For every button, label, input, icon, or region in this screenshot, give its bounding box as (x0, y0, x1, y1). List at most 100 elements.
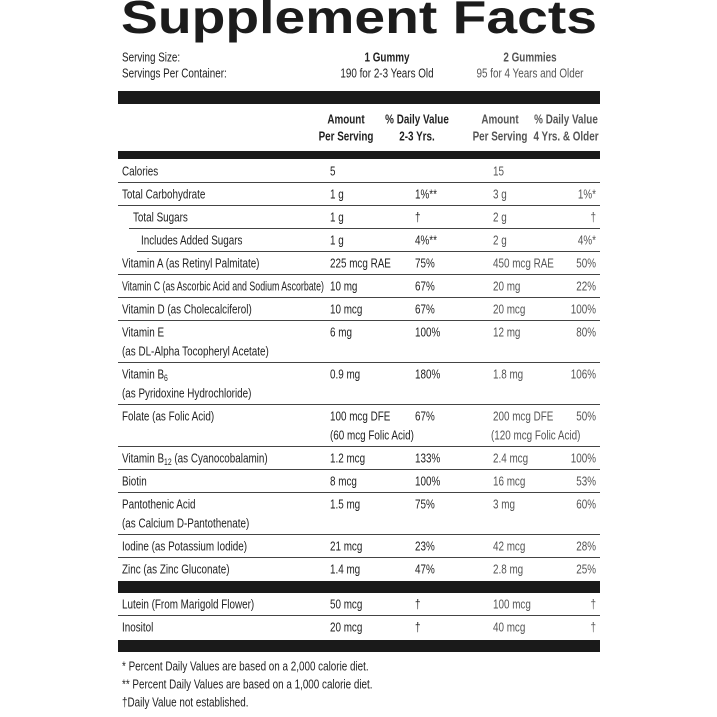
daily-value: 133% (415, 452, 440, 466)
daily-value: 1%* (578, 188, 597, 202)
column-header: 4 Yrs. & Older (533, 130, 599, 144)
nutrient-name: Vitamin B12 (as Cyanocobalamin) (122, 452, 268, 467)
amount: 1.5 mg (330, 498, 360, 512)
daily-value: 100% (415, 475, 440, 489)
daily-value: 28% (576, 540, 596, 554)
nutrient-source: (as Calcium D-Pantothenate) (122, 517, 249, 531)
daily-value: 100% (415, 326, 440, 340)
name-text: Folate (as Folic Acid) (122, 410, 214, 424)
nutrient-name: Pantothenic Acid (122, 498, 196, 512)
serving-label: Servings Per Container: (122, 67, 227, 81)
name-text: Zinc (as Zinc Gluconate) (122, 563, 230, 577)
name-text: Pantothenic Acid (122, 498, 196, 512)
daily-value: 4%** (415, 234, 437, 248)
nutrient-name: Vitamin E (122, 326, 164, 340)
column-header: % Daily Value (534, 113, 598, 127)
daily-value: 22% (576, 280, 596, 294)
amount: 12 mg (493, 326, 520, 340)
daily-value: 60% (576, 498, 596, 512)
amount: 2 g (493, 211, 507, 225)
amount: 21 mcg (330, 540, 362, 554)
daily-value: 50% (576, 257, 596, 271)
nutrient-name: Includes Added Sugars (141, 234, 243, 248)
amount: 1 g (330, 188, 344, 202)
name-text: Inositol (122, 621, 153, 635)
amount: 10 mg (330, 280, 357, 294)
column-header: Per Serving (319, 130, 374, 144)
amount-note: (120 mcg Folic Acid) (491, 429, 581, 443)
daily-value: 67% (415, 280, 435, 294)
name-text: Vitamin A (as Retinyl Palmitate) (122, 257, 260, 271)
thick-bar (118, 91, 600, 104)
nutrient-name: Vitamin D (as Cholecalciferol) (122, 303, 252, 317)
column-header: % Daily Value (385, 113, 449, 127)
name-text: Calories (122, 165, 158, 179)
serving-value: 190 for 2-3 Years Old (340, 67, 433, 81)
name-text: Biotin (122, 475, 147, 489)
name-text: Vitamin B (122, 452, 164, 466)
amount: 5 (330, 165, 335, 179)
nutrient-name: Vitamin A (as Retinyl Palmitate) (122, 257, 260, 271)
nutrient-name: Iodine (as Potassium Iodide) (122, 540, 247, 554)
name-subscript: 6 (164, 373, 168, 383)
amount: 8 mcg (330, 475, 357, 489)
amount: 50 mcg (330, 598, 362, 612)
amount: 200 mcg DFE (493, 410, 554, 424)
nutrient-name: Vitamin C (as Ascorbic Acid and Sodium A… (122, 280, 324, 294)
column-header: Amount (481, 113, 518, 127)
column-header: Amount (327, 113, 364, 127)
name-text: Total Carbohydrate (122, 188, 205, 202)
name-text: Vitamin E (122, 326, 164, 340)
nutrient-name: Vitamin B6 (122, 368, 168, 383)
amount: 42 mcg (493, 540, 525, 554)
nutrient-name: Calories (122, 165, 158, 179)
daily-value: 67% (415, 410, 435, 424)
nutrient-name: Inositol (122, 621, 153, 635)
name-text: Includes Added Sugars (141, 234, 243, 248)
daily-value: 47% (415, 563, 435, 577)
amount: 2 g (493, 234, 507, 248)
column-header: Per Serving (473, 130, 528, 144)
daily-value: 180% (415, 368, 440, 382)
daily-value: 23% (415, 540, 435, 554)
thick-bar (118, 640, 600, 652)
thick-bar (118, 581, 600, 593)
nutrient-name: Biotin (122, 475, 147, 489)
nutrient-name: Folate (as Folic Acid) (122, 410, 214, 424)
nutrient-source: (as DL-Alpha Tocopheryl Acetate) (122, 345, 269, 359)
nutrient-name: Lutein (From Marigold Flower) (122, 598, 254, 612)
daily-value: 106% (571, 368, 596, 382)
amount: 1 g (330, 234, 344, 248)
title: Supplement Facts (121, 0, 597, 43)
text-layer: Serving Size: 1 Gummy 2 Gummies Servings Pe… (122, 51, 599, 710)
name-subscript: 12 (164, 457, 172, 467)
amount: 100 mcg (493, 598, 531, 612)
amount: 15 (493, 165, 504, 179)
name-text: Total Sugars (133, 211, 188, 225)
amount: 225 mcg RAE (330, 257, 391, 271)
amount: 3 mg (493, 498, 515, 512)
amount: 10 mcg (330, 303, 362, 317)
amount: 2.4 mcg (493, 452, 528, 466)
name-suffix: (as Cyanocobalamin) (172, 452, 268, 466)
amount: 1.2 mcg (330, 452, 365, 466)
footnote: ** Percent Daily Values are based on a 1… (122, 678, 372, 692)
footnote: * Percent Daily Values are based on a 2,… (122, 660, 369, 674)
amount: 1.8 mg (493, 368, 523, 382)
daily-value: 100% (571, 452, 596, 466)
amount: 40 mcg (493, 621, 525, 635)
daily-value: 80% (576, 326, 596, 340)
amount: 6 mg (330, 326, 352, 340)
daily-value: 50% (576, 410, 596, 424)
footnote: †Daily Value not established. (122, 696, 249, 710)
daily-value: 25% (576, 563, 596, 577)
daily-value: 4%* (578, 234, 597, 248)
name-text: Lutein (From Marigold Flower) (122, 598, 254, 612)
daily-value: 67% (415, 303, 435, 317)
nutrient-name: Total Carbohydrate (122, 188, 205, 202)
daily-value: † (591, 598, 596, 612)
amount: 3 g (493, 188, 507, 202)
serving-value: 2 Gummies (503, 51, 556, 65)
